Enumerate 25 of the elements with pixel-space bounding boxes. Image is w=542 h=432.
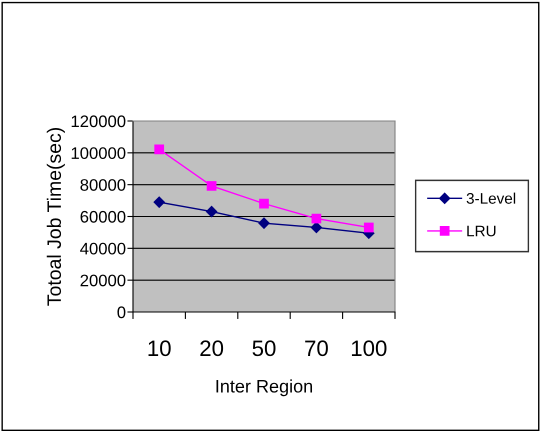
legend-label: LRU — [467, 226, 496, 236]
x-tick-label: 10 — [148, 340, 171, 356]
y-tick-label: 0 — [117, 306, 126, 318]
y-tick-label: 40000 — [80, 242, 126, 255]
point — [259, 198, 269, 208]
point — [258, 218, 270, 229]
point — [206, 181, 216, 191]
y-tick-label: 20000 — [80, 274, 126, 286]
point — [310, 222, 322, 234]
y-axis-title: Totoal Job Time(sec) — [46, 128, 65, 306]
point — [364, 222, 374, 232]
x-tick-label: 70 — [305, 340, 328, 356]
y-tick-label: 100000 — [72, 147, 126, 160]
x-tick-label: 100 — [352, 340, 386, 356]
legend-label: 3-Level — [466, 192, 516, 204]
point — [154, 144, 164, 154]
x-tick-label: 50 — [252, 340, 276, 356]
point — [154, 196, 165, 208]
x-tick-label: 20 — [200, 340, 224, 356]
y-tick-label: 60000 — [80, 210, 126, 223]
y-tick-label: 80000 — [80, 179, 126, 191]
point — [206, 206, 218, 218]
y-tick-label: 120000 — [72, 115, 126, 128]
point — [312, 214, 322, 224]
x-axis-title: Inter Region — [216, 379, 312, 396]
